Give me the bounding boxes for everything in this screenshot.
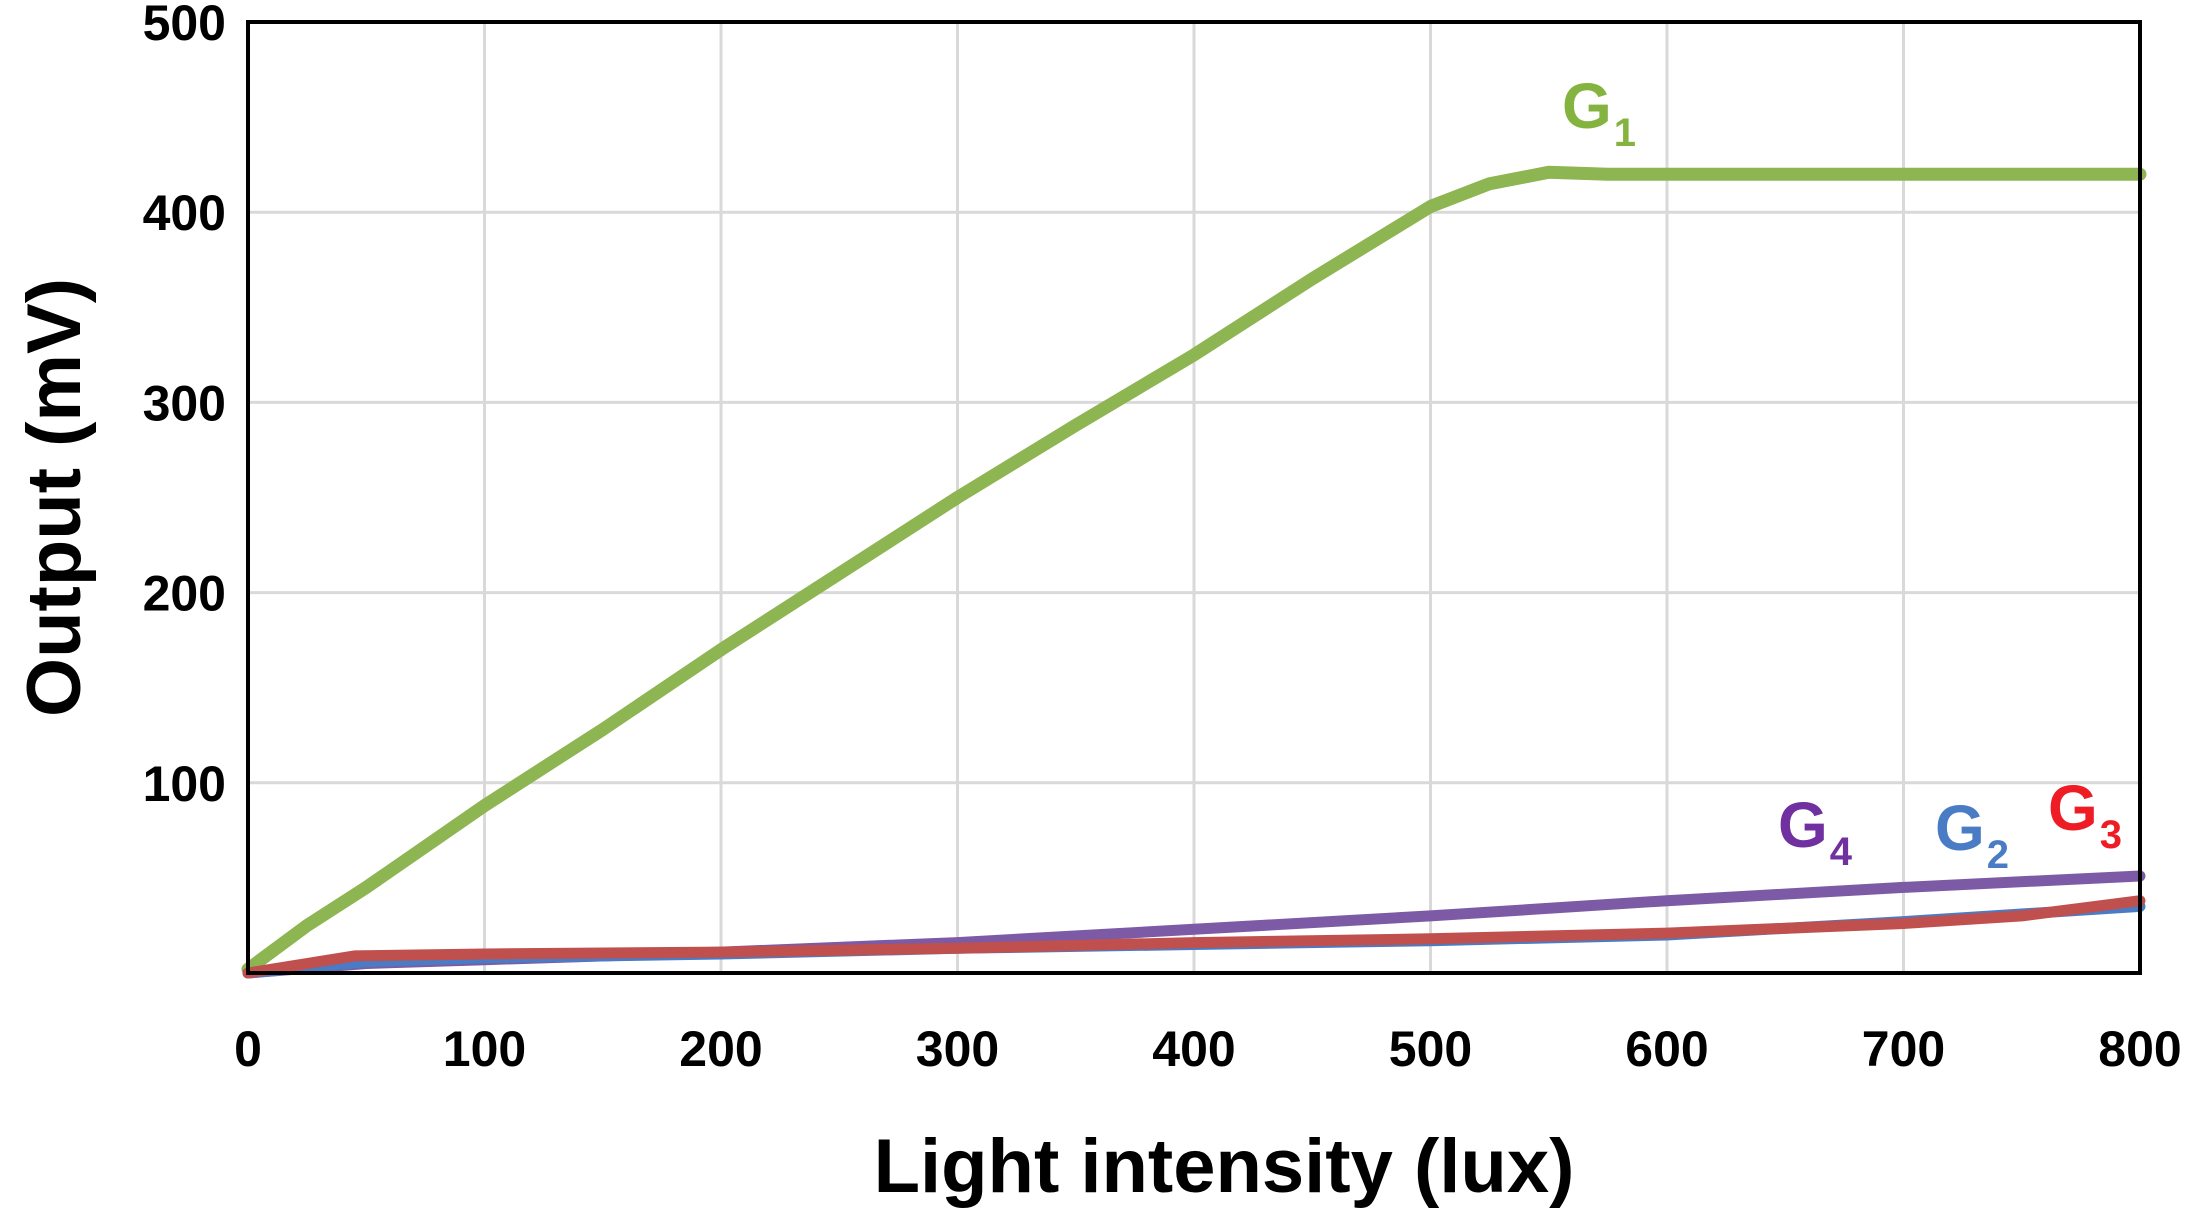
x-axis-ticks: 0 100 200 300 400 500 600 700 800	[234, 1021, 2182, 1077]
series-label-subscript: 2	[1987, 833, 2009, 877]
series-line-g1	[241, 165, 2147, 976]
x-tick-label: 800	[2098, 1021, 2181, 1077]
x-tick-label: 400	[1152, 1021, 1235, 1077]
series-label-g2: G2	[1935, 792, 2009, 877]
series-label-main: G	[2048, 772, 2098, 844]
y-axis-ticks: 100 200 300 400 500	[143, 0, 226, 812]
y-tick-label: 200	[143, 566, 226, 622]
series-lines	[241, 165, 2147, 979]
series-label-g1: G1	[1562, 70, 1636, 155]
series-label-subscript: 1	[1614, 111, 1636, 155]
series-label-subscript: 3	[2100, 813, 2122, 857]
series-label-main: G	[1935, 792, 1985, 864]
x-tick-label: 100	[443, 1021, 526, 1077]
y-tick-label: 400	[143, 185, 226, 241]
x-tick-label: 300	[916, 1021, 999, 1077]
x-tick-label: 700	[1862, 1021, 1945, 1077]
x-tick-label: 600	[1625, 1021, 1708, 1077]
series-label-main: G	[1562, 70, 1612, 142]
y-tick-label: 500	[143, 0, 226, 51]
x-tick-label: 500	[1389, 1021, 1472, 1077]
x-axis-title: Light intensity (lux)	[874, 1124, 1575, 1209]
series-line-g3	[242, 895, 2146, 979]
y-tick-label: 300	[143, 375, 226, 431]
grid	[248, 22, 2140, 973]
y-tick-label: 100	[143, 756, 226, 812]
series-label-subscript: 4	[1830, 830, 1853, 874]
series-label-g4: G4	[1778, 789, 1853, 874]
x-tick-label: 0	[234, 1021, 262, 1077]
plot-frame	[246, 20, 2142, 975]
x-tick-label: 200	[679, 1021, 762, 1077]
series-label-main: G	[1778, 789, 1828, 861]
y-axis-title: Output (mV)	[12, 278, 97, 717]
series-label-g3: G3	[2048, 772, 2122, 857]
